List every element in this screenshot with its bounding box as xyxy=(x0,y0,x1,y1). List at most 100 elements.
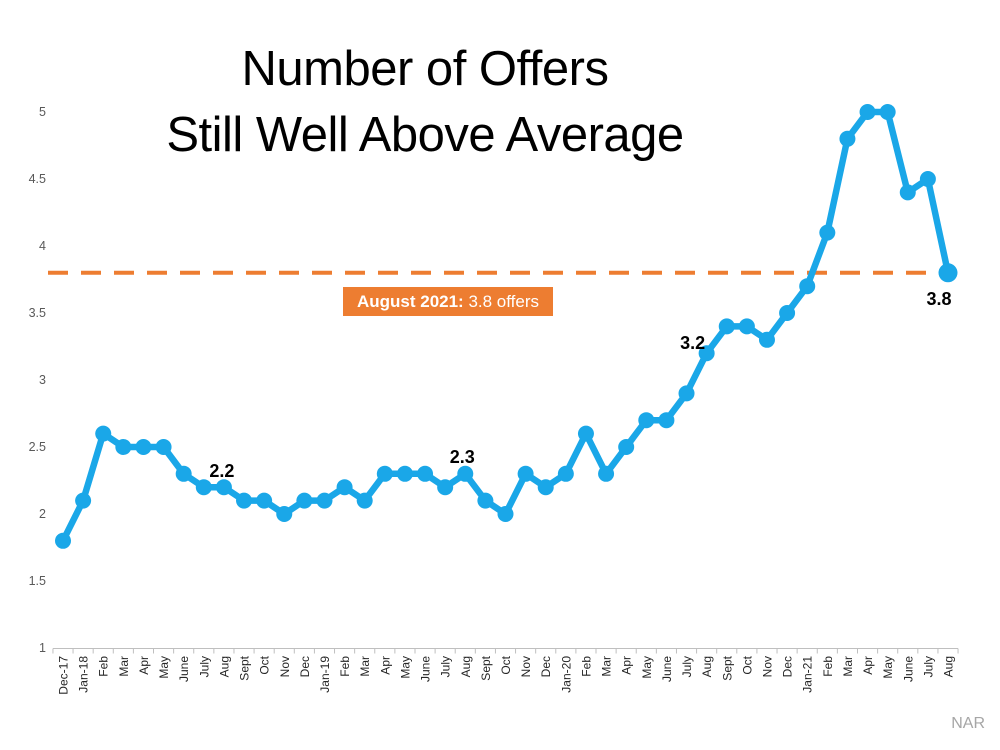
x-tick-label: Dec xyxy=(781,656,795,677)
data-point-label: 2.3 xyxy=(450,447,475,467)
x-tick-label: May xyxy=(640,656,654,679)
y-tick-label: 4 xyxy=(39,239,46,253)
x-tick-label: Dec xyxy=(298,656,312,677)
y-tick-label: 3.5 xyxy=(29,306,46,320)
data-point xyxy=(457,465,474,482)
x-tick-label: July xyxy=(439,656,453,677)
data-point xyxy=(658,412,675,429)
data-point xyxy=(256,492,273,509)
data-point xyxy=(336,479,353,496)
x-tick-label: Apr xyxy=(620,656,634,675)
data-point xyxy=(618,439,635,455)
data-point xyxy=(215,479,232,496)
x-tick-label: July xyxy=(680,656,694,677)
x-tick-label: Feb xyxy=(338,656,352,677)
data-point-label: 3.2 xyxy=(680,333,705,353)
x-tick-label: July xyxy=(197,656,211,677)
x-tick-label: Mar xyxy=(841,656,855,677)
data-point xyxy=(75,492,92,509)
data-point xyxy=(195,479,212,496)
x-tick-label: Apr xyxy=(861,656,875,675)
y-tick-label: 2.5 xyxy=(29,440,46,454)
callout-date-label: August 2021: xyxy=(356,292,464,311)
data-point xyxy=(477,492,494,509)
data-point xyxy=(577,425,594,442)
data-point xyxy=(497,506,514,522)
data-point xyxy=(557,465,574,482)
chart-title-line1: Number of Offers xyxy=(241,42,609,96)
data-point xyxy=(276,506,293,522)
data-point xyxy=(316,492,333,509)
x-tick-label: Aug xyxy=(217,656,231,677)
x-tick-label: June xyxy=(660,656,674,682)
data-point xyxy=(175,465,192,482)
data-point xyxy=(859,104,876,120)
data-point xyxy=(738,318,755,335)
data-point xyxy=(919,171,936,187)
data-point xyxy=(839,130,856,147)
x-tick-label: Aug xyxy=(942,656,956,677)
data-point xyxy=(598,465,615,482)
x-tick-label: June xyxy=(901,656,915,682)
x-tick-label: Jan-19 xyxy=(318,656,332,693)
x-tick-label: May xyxy=(398,656,412,679)
x-tick-label: Mar xyxy=(600,656,614,677)
data-point xyxy=(155,439,172,455)
x-tick-label: May xyxy=(157,656,171,679)
x-tick-label: Sept xyxy=(479,655,493,680)
x-tick-label: June xyxy=(419,656,433,682)
x-tick-label: Apr xyxy=(378,656,392,675)
data-point xyxy=(95,425,112,442)
data-point-label: 3.8 xyxy=(926,289,951,309)
y-tick-label: 5 xyxy=(39,105,46,119)
data-line xyxy=(59,108,952,545)
x-tick-label: Dec-17 xyxy=(57,656,71,695)
data-point xyxy=(236,492,253,509)
x-tick-label: Aug xyxy=(459,656,473,677)
data-point xyxy=(899,184,916,201)
chart-title-line2: Still Well Above Average xyxy=(166,108,684,162)
data-point xyxy=(799,278,816,295)
august-2021-callout: August 2021: 3.8 offers xyxy=(343,287,553,316)
x-tick-label: Dec xyxy=(539,656,553,677)
x-tick-label: Sept xyxy=(238,655,252,680)
data-point xyxy=(135,439,152,455)
data-point xyxy=(376,465,393,482)
x-tick-label: Oct xyxy=(258,655,272,674)
y-tick-label: 3 xyxy=(39,373,46,387)
callout-value-label: 3.8 offers xyxy=(463,292,540,311)
x-tick-label: Nov xyxy=(519,656,533,677)
x-tick-label: Sept xyxy=(720,655,734,680)
x-tick-label: Jan-18 xyxy=(77,656,91,693)
x-tick-label: Feb xyxy=(579,656,593,677)
x-tick-label: Feb xyxy=(821,656,835,677)
x-tick-label: Mar xyxy=(358,656,372,677)
x-tick-label: July xyxy=(921,656,935,677)
x-tick-label: Feb xyxy=(97,656,111,677)
data-point xyxy=(115,439,132,455)
x-tick-label: Apr xyxy=(137,656,151,675)
data-point xyxy=(938,263,958,283)
data-point xyxy=(417,465,434,482)
x-tick-label: Jan-21 xyxy=(801,656,815,693)
data-point xyxy=(437,479,454,496)
x-tick-label: Mar xyxy=(117,656,131,677)
x-tick-label: June xyxy=(177,656,191,682)
chart-title: Number of Offers Still Well Above Averag… xyxy=(0,36,850,168)
x-tick-label: Nov xyxy=(278,656,292,677)
data-point-label: 2.2 xyxy=(209,461,234,481)
data-point xyxy=(396,465,413,482)
data-point xyxy=(55,532,71,549)
y-tick-label: 1 xyxy=(39,641,46,655)
data-point xyxy=(698,345,715,362)
data-point xyxy=(537,479,554,496)
x-tick-label: Oct xyxy=(740,655,754,674)
data-point xyxy=(879,104,896,120)
data-point xyxy=(678,385,695,402)
y-tick-label: 2 xyxy=(39,507,46,521)
data-point xyxy=(517,465,534,482)
x-tick-label: Nov xyxy=(760,656,774,677)
data-point xyxy=(356,492,373,509)
data-point xyxy=(758,331,775,348)
